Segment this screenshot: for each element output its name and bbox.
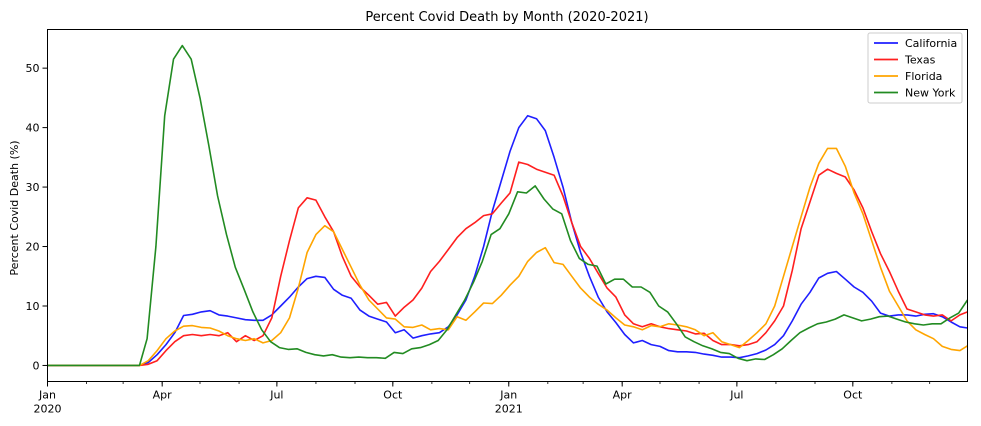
- y-tick-label: 50: [26, 62, 40, 75]
- legend-label-texas: Texas: [904, 54, 936, 67]
- x-tick-label: Jan: [499, 389, 517, 402]
- y-tick-label: 10: [26, 300, 40, 313]
- y-tick-label: 0: [33, 359, 40, 372]
- series-line-texas: [47, 161, 968, 367]
- legend: California Texas Florida New York: [867, 32, 963, 104]
- x-tick-year-label: 2021: [495, 403, 523, 416]
- y-tick-label: 40: [26, 122, 40, 135]
- y-axis-label: Percent Covid Death (%): [8, 140, 21, 275]
- plot-frame: [47, 29, 968, 382]
- y-axis-ticks: 0 10 20 30 40 50: [26, 62, 48, 372]
- legend-label-california: California: [905, 37, 957, 50]
- chart-title: Percent Covid Death by Month (2020-2021): [365, 10, 648, 25]
- x-tick-label: Jul: [269, 389, 283, 402]
- x-tick-label: Jan: [38, 389, 56, 402]
- series-layer: [47, 44, 969, 367]
- y-tick-label: 20: [26, 241, 40, 254]
- legend-label-florida: Florida: [905, 70, 942, 83]
- series-line-florida: [47, 147, 968, 367]
- x-tick-label: Oct: [843, 389, 863, 402]
- y-tick-label: 30: [26, 181, 40, 194]
- x-tick-label: Jul: [729, 389, 743, 402]
- legend-box: [867, 32, 963, 104]
- x-tick-label: Apr: [613, 389, 633, 402]
- x-tick-label: Apr: [153, 389, 173, 402]
- series-line-california: [47, 114, 968, 367]
- x-tick-year-label: 2020: [34, 403, 62, 416]
- series-line-new-york: [47, 44, 969, 367]
- legend-label-new-york: New York: [905, 87, 956, 100]
- x-tick-label: Oct: [383, 389, 403, 402]
